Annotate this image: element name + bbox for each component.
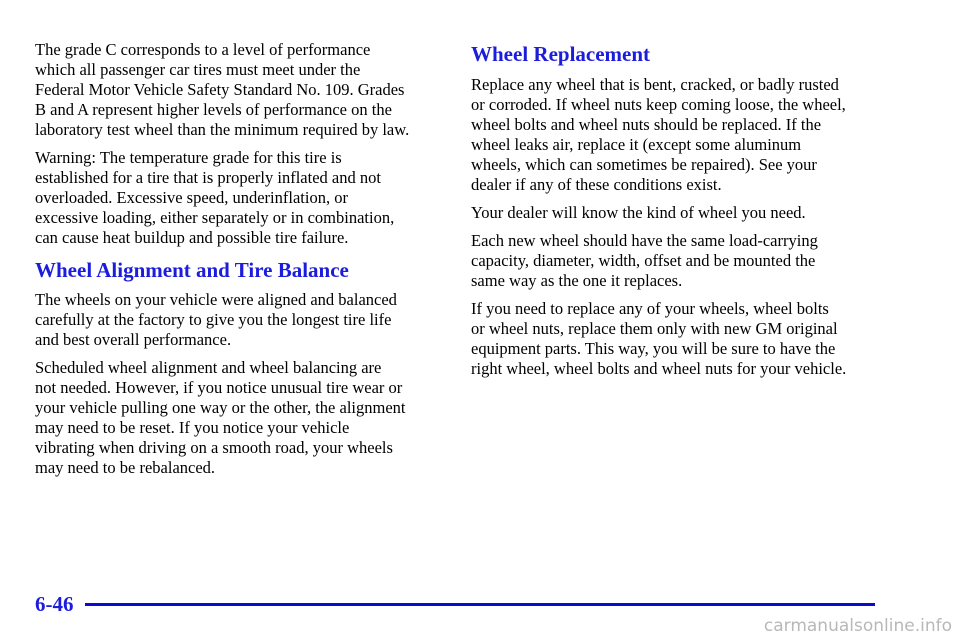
- text-line: and best overall performance.: [35, 330, 232, 349]
- text-line: which all passenger car tires must meet …: [35, 60, 361, 79]
- text-line: right wheel, wheel bolts and wheel nuts …: [471, 359, 847, 378]
- text-line: equipment parts. This way, you will be s…: [471, 339, 836, 358]
- paragraph: If you need to replace any of your wheel…: [471, 299, 891, 379]
- paragraph: The grade C corresponds to a level of pe…: [35, 40, 445, 140]
- text-line: wheel bolts and wheel nuts should be rep…: [471, 115, 822, 134]
- text-line: established for a tire that is properly …: [35, 168, 381, 187]
- text-line: not needed. However, if you notice unusu…: [35, 378, 403, 397]
- text-line: If you need to replace any of your wheel…: [471, 299, 829, 318]
- footer-rule: [85, 603, 875, 606]
- text-line: dealer if any of these conditions exist.: [471, 175, 722, 194]
- left-column: The grade C corresponds to a level of pe…: [35, 40, 445, 486]
- text-line: your vehicle pulling one way or the othe…: [35, 398, 406, 417]
- text-line: wheel leaks air, replace it (except some…: [471, 135, 802, 154]
- text-line: capacity, diameter, width, offset and be…: [471, 251, 816, 270]
- right-column: Wheel Replacement Replace any wheel that …: [471, 40, 891, 387]
- watermark: carmanualsonline.info: [763, 616, 952, 636]
- section-heading: Wheel Alignment and Tire Balance: [35, 258, 349, 282]
- paragraph: Each new wheel should have the same load…: [471, 231, 891, 291]
- text-line: Each new wheel should have the same load…: [471, 231, 818, 250]
- text-line: may need to be reset. If you notice your…: [35, 418, 350, 437]
- text-line: excessive loading, either separately or …: [35, 208, 395, 227]
- paragraph: Your dealer will know the kind of wheel …: [471, 203, 891, 223]
- paragraph: Replace any wheel that is bent, cracked,…: [471, 75, 891, 195]
- text-line: Your dealer will know the kind of wheel …: [471, 203, 806, 222]
- text-line: Warning: The temperature grade for this …: [35, 148, 342, 167]
- text-line: The wheels on your vehicle were aligned …: [35, 290, 397, 309]
- text-line: can cause heat buildup and possible tire…: [35, 228, 349, 247]
- paragraph: Scheduled wheel alignment and wheel bala…: [35, 358, 445, 478]
- paragraph: Warning: The temperature grade for this …: [35, 148, 445, 248]
- text-line: same way as the one it replaces.: [471, 271, 683, 290]
- text-line: laboratory test wheel than the minimum r…: [35, 120, 410, 139]
- text-line: Replace any wheel that is bent, cracked,…: [471, 75, 839, 94]
- text-line: carefully at the factory to give you the…: [35, 310, 392, 329]
- text-line: or corroded. If wheel nuts keep coming l…: [471, 95, 846, 114]
- text-line: Federal Motor Vehicle Safety Standard No…: [35, 80, 405, 99]
- text-line: wheels, which can sometimes be repaired)…: [471, 155, 817, 174]
- text-line: vibrating when driving on a smooth road,…: [35, 438, 393, 457]
- text-line: overloaded. Excessive speed, underinflat…: [35, 188, 348, 207]
- text-line: The grade C corresponds to a level of pe…: [35, 40, 371, 59]
- page-number: 6-46: [35, 592, 74, 616]
- text-line: Scheduled wheel alignment and wheel bala…: [35, 358, 382, 377]
- text-line: B and A represent higher levels of perfo…: [35, 100, 392, 119]
- text-line: may need to be rebalanced.: [35, 458, 216, 477]
- paragraph: The wheels on your vehicle were aligned …: [35, 290, 445, 350]
- section-heading: Wheel Replacement: [471, 42, 651, 66]
- text-line: or wheel nuts, replace them only with ne…: [471, 319, 838, 338]
